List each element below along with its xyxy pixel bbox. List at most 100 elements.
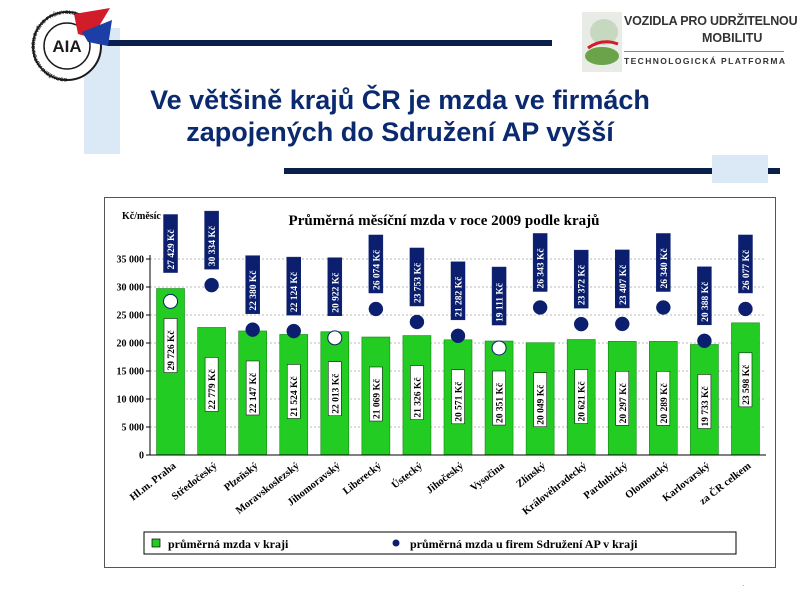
bar-value-box xyxy=(738,352,753,408)
dot-value-label: 22 380 Kč xyxy=(249,271,259,311)
bar-value-box xyxy=(163,318,178,373)
bar-value-label: 20 351 Kč xyxy=(496,383,506,423)
bar-value-label: 21 326 Kč xyxy=(413,377,423,417)
bar-value-label: 19 733 Kč xyxy=(701,386,711,426)
dot-value-label: 23 407 Kč xyxy=(619,265,629,305)
footer-mark: . xyxy=(742,578,745,588)
ap-wage-dot xyxy=(286,323,301,339)
bar-value-box xyxy=(656,371,671,426)
dot-value-box xyxy=(368,234,384,294)
slide-title-line1: Ve většině krajů ČR je mzda ve firmách xyxy=(150,85,650,115)
ap-wage-dot xyxy=(245,322,260,337)
dot-value-box xyxy=(204,210,219,270)
dot-value-box xyxy=(163,214,178,273)
x-category-label: Ústecký xyxy=(389,459,425,491)
bar-value-box xyxy=(492,370,506,426)
decorative-rule-top xyxy=(108,40,552,46)
ap-wage-dot xyxy=(738,301,753,317)
bar-value-label: 20 571 Kč xyxy=(455,382,465,422)
y-tick-label: 0 xyxy=(139,451,144,462)
dot-value-box xyxy=(615,249,630,309)
bar-value-label: 20 049 Kč xyxy=(537,385,547,425)
ap-wage-dot xyxy=(327,330,343,346)
decorative-block-right xyxy=(712,155,768,183)
bar-value-box xyxy=(615,371,630,426)
legend-label-dot: průměrná mzda u firem Sdružení AP v kraj… xyxy=(410,537,638,551)
vozidla-logo-line3: TECHNOLOGICKÁ PLATFORMA xyxy=(624,56,787,66)
bar-value-box xyxy=(451,369,465,425)
dot-value-label: 23 372 Kč xyxy=(578,265,588,305)
bar-value-box xyxy=(286,364,301,419)
legend-swatch-bar xyxy=(151,538,161,548)
bar-value-box xyxy=(245,360,260,416)
dot-value-box xyxy=(738,234,753,294)
dot-value-box xyxy=(409,247,425,307)
dot-value-label: 26 074 Kč xyxy=(372,250,382,290)
ap-wage-dot xyxy=(532,300,548,315)
x-category-label: Plzeňský xyxy=(222,460,261,494)
dot-value-label: 23 753 Kč xyxy=(413,263,423,303)
chart-title: Průměrná měsíční mzda v roce 2009 podle … xyxy=(289,213,600,229)
dot-value-box xyxy=(327,257,343,316)
bar-value-label: 29 726 Kč xyxy=(167,330,177,370)
legend-box xyxy=(143,531,737,555)
ap-wage-dot xyxy=(368,301,384,317)
dot-value-label: 26 343 Kč xyxy=(537,248,547,288)
dot-value-label: 27 429 Kč xyxy=(167,229,177,269)
ap-wage-dot xyxy=(204,277,219,293)
y-axis-label: Kč/měsíc xyxy=(122,211,161,222)
vozidla-logo-line1: VOZIDLA PRO UDRŽITELNOU xyxy=(624,14,798,28)
bar-value-label: 21 069 Kč xyxy=(372,379,382,419)
bar-value-label: 21 524 Kč xyxy=(290,376,300,416)
ap-wage-dot xyxy=(697,333,712,349)
wage-chart: Průměrná měsíční mzda v roce 2009 podle … xyxy=(117,210,766,555)
dot-value-box xyxy=(656,233,671,292)
ap-wage-dot xyxy=(491,340,507,356)
ap-wage-dot xyxy=(573,316,589,332)
decorative-rule-bottom xyxy=(284,168,780,174)
legend-swatch-dot xyxy=(392,539,400,547)
x-category-label: Vysočina xyxy=(469,460,508,494)
dot-value-box xyxy=(450,261,466,321)
vozidla-logo-mark xyxy=(582,12,622,72)
bar-value-label: 22 147 Kč xyxy=(249,373,259,413)
aia-logo: SDRUŽENÍ AUTOMOBILOVÉHO PRŮMYSLU AIA xyxy=(31,8,112,82)
dot-value-label: 26 077 Kč xyxy=(742,250,752,290)
ap-wage-dot xyxy=(450,328,466,344)
bar-value-label: 20 621 Kč xyxy=(578,381,588,421)
ap-wage-dot xyxy=(615,316,630,332)
dot-value-label: 20 922 Kč xyxy=(331,273,341,313)
y-tick-label: 35 000 xyxy=(117,255,145,266)
dot-value-box xyxy=(245,255,260,314)
bar-value-label: 22 013 Kč xyxy=(331,374,341,414)
vozidla-logo: VOZIDLA PRO UDRŽITELNOU MOBILITU TECHNOL… xyxy=(582,12,798,74)
y-tick-label: 20 000 xyxy=(117,339,145,350)
dot-value-label: 22 124 Kč xyxy=(290,272,300,312)
y-tick-label: 15 000 xyxy=(117,367,145,378)
bar-value-box xyxy=(697,374,712,429)
ap-wage-dot xyxy=(163,293,179,309)
dot-value-box xyxy=(532,233,548,292)
bar-value-label: 20 289 Kč xyxy=(660,383,670,423)
x-category-label: Zlínský xyxy=(515,460,549,490)
bar-value-label: 23 598 Kč xyxy=(742,365,752,405)
vozidla-logo-line2: MOBILITU xyxy=(702,31,763,45)
dot-value-label: 21 282 Kč xyxy=(455,277,465,317)
dot-value-label: 26 340 Kč xyxy=(660,248,670,288)
bar-value-box xyxy=(410,365,424,420)
aia-logo-text: AIA xyxy=(52,37,81,56)
ap-wage-dot xyxy=(409,314,425,330)
bar-value-box xyxy=(328,361,342,416)
x-category-label: Středočeský xyxy=(170,460,220,503)
dot-value-label: 19 111 Kč xyxy=(496,283,506,322)
dot-value-box xyxy=(286,256,301,316)
bars-layer: 29 726 Kč 27 429 Kč 22 779 Kč 30 334 Kč 22 1… xyxy=(156,210,760,456)
x-category-label: Jihočeský xyxy=(425,460,467,496)
dot-value-label: 20 388 Kč xyxy=(701,282,711,322)
y-tick-label: 10 000 xyxy=(117,395,145,406)
y-tick-label: 5 000 xyxy=(122,423,145,434)
bar-value-box xyxy=(574,369,588,424)
bar-value-box xyxy=(204,357,219,412)
bar-value-box xyxy=(369,366,383,422)
y-tick-label: 30 000 xyxy=(117,283,145,294)
